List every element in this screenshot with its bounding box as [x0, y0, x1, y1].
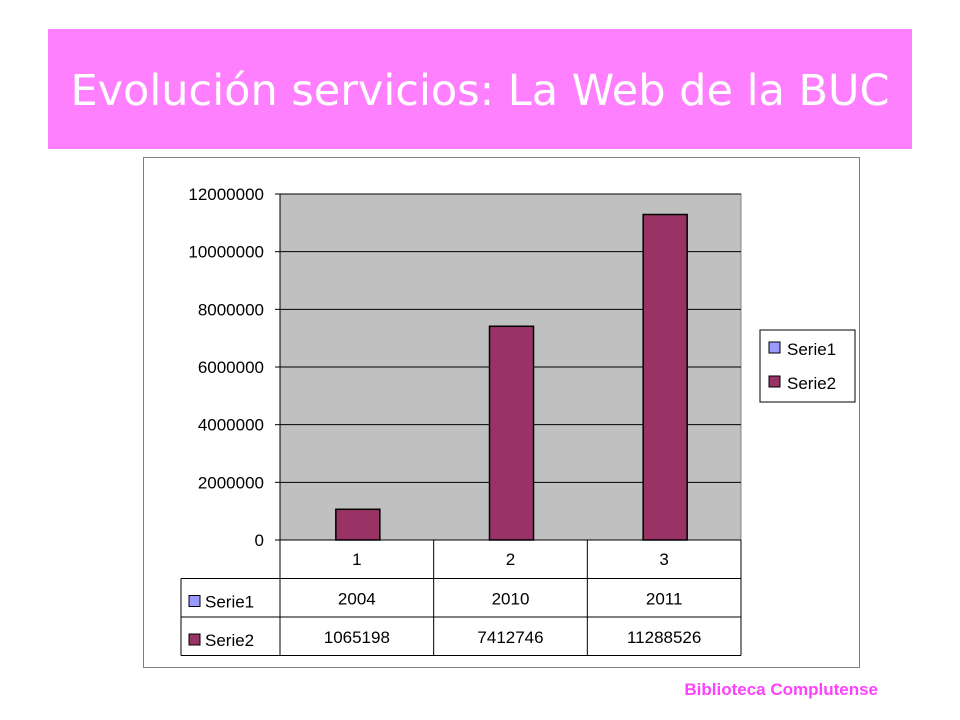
- legend-key-serie2: [768, 375, 781, 388]
- category-label: 3: [659, 550, 668, 569]
- table-cell: 2011: [646, 590, 683, 609]
- table-cell: 2004: [338, 590, 376, 609]
- legend-label: Serie1: [787, 340, 836, 359]
- bar-chart: 0200000040000006000000800000010000000120…: [180, 185, 856, 656]
- legend-label: Serie2: [787, 374, 836, 393]
- table-cell: 1065198: [324, 628, 390, 647]
- bar-serie2-2: [488, 325, 535, 541]
- title-banner: Evolución servicios: La Web de la BUC: [48, 29, 912, 149]
- y-tick-label: 10000000: [188, 243, 264, 262]
- table-cell: 2010: [492, 590, 530, 609]
- category-label: 2: [506, 550, 515, 569]
- bar-serie2-3: [642, 213, 688, 541]
- table-row-label: Serie1: [205, 593, 254, 612]
- chart-frame: 0 2000000 4000000 6000000 8000000 10000000 120…: [143, 157, 860, 668]
- y-tick-label: 2000000: [198, 473, 264, 492]
- table-legend-key-serie1: [188, 595, 201, 607]
- footer-text: Biblioteca Complutense: [684, 680, 878, 699]
- bar-serie2-1: [335, 508, 381, 541]
- table-legend-key-serie2: [188, 633, 201, 646]
- page-title: Evolución servicios: La Web de la BUC: [70, 66, 890, 116]
- y-tick-label: 8000000: [198, 300, 264, 319]
- category-label: 1: [352, 550, 361, 569]
- legend-key-serie1: [768, 341, 781, 354]
- table-cell: 7412746: [477, 628, 543, 647]
- y-tick-label: 4000000: [198, 416, 264, 435]
- y-tick-label: 6000000: [198, 358, 264, 377]
- table-row-label: Serie2: [205, 631, 254, 650]
- y-tick-label: 0: [255, 531, 264, 550]
- table-cell: 11288526: [627, 628, 701, 647]
- y-tick-label: 12000000: [188, 185, 264, 204]
